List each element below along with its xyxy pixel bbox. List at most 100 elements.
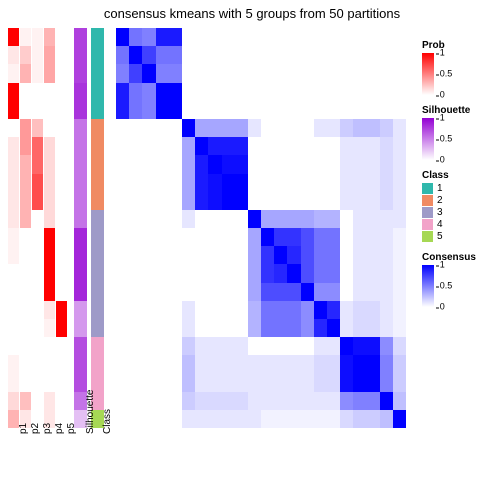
heatmap-cell: [287, 210, 300, 228]
annot-cell: [20, 137, 31, 155]
heatmap-cell: [235, 246, 248, 264]
heatmap-cell: [261, 355, 274, 373]
annot-cell: [8, 283, 19, 301]
heatmap-cell: [169, 210, 182, 228]
heatmap-cell: [248, 392, 261, 410]
heatmap-cell: [301, 264, 314, 282]
heatmap-cell: [340, 246, 353, 264]
annot-cell: [91, 210, 104, 228]
heatmap-cell: [301, 228, 314, 246]
heatmap-cell: [156, 246, 169, 264]
heatmap-cell: [287, 155, 300, 173]
heatmap-cell: [235, 210, 248, 228]
heatmap-cell: [222, 119, 235, 137]
annot-cell: [32, 155, 43, 173]
heatmap-cell: [182, 264, 195, 282]
heatmap-cell: [156, 210, 169, 228]
heatmap-cell: [367, 192, 380, 210]
heatmap-cell: [116, 228, 129, 246]
heatmap-cell: [116, 374, 129, 392]
heatmap-cell: [340, 301, 353, 319]
heatmap-cell: [195, 83, 208, 101]
heatmap-cell: [195, 246, 208, 264]
legend-tick: 0: [440, 303, 445, 312]
annot-cell: [74, 319, 87, 337]
heatmap-cell: [208, 301, 221, 319]
annot-cell: [8, 83, 19, 101]
heatmap-cell: [235, 119, 248, 137]
heatmap-cell: [248, 337, 261, 355]
heatmap-cell: [274, 319, 287, 337]
heatmap-cell: [235, 392, 248, 410]
legend-class-label: 4: [437, 219, 443, 230]
annot-cell: [74, 64, 87, 82]
heatmap-cell: [367, 228, 380, 246]
heatmap-cell: [156, 410, 169, 428]
heatmap-cell: [129, 246, 142, 264]
heatmap-cell: [340, 119, 353, 137]
heatmap-cell: [195, 337, 208, 355]
heatmap-cell: [208, 210, 221, 228]
heatmap-cell: [116, 264, 129, 282]
heatmap-cell: [222, 264, 235, 282]
annot-cell: [8, 174, 19, 192]
heatmap-cell: [156, 319, 169, 337]
heatmap-cell: [274, 192, 287, 210]
legend-class-label: 2: [437, 195, 443, 206]
heatmap-cell: [222, 192, 235, 210]
annot-cell: [56, 283, 67, 301]
annot-cell: [56, 301, 67, 319]
heatmap-cell: [169, 228, 182, 246]
annot-cell: [91, 264, 104, 282]
annot-cell: [74, 28, 87, 46]
annot-cell: [8, 374, 19, 392]
heatmap-cell: [222, 101, 235, 119]
heatmap-cell: [116, 174, 129, 192]
heatmap-row: [116, 228, 406, 246]
heatmap-cell: [340, 392, 353, 410]
annot-cell: [74, 83, 87, 101]
heatmap-cell: [156, 264, 169, 282]
heatmap-cell: [235, 174, 248, 192]
heatmap-cell: [142, 101, 155, 119]
annot-cell: [32, 83, 43, 101]
page-title: consensus kmeans with 5 groups from 50 p…: [0, 6, 504, 21]
heatmap-cell: [142, 46, 155, 64]
heatmap-cell: [182, 155, 195, 173]
heatmap-cell: [367, 246, 380, 264]
annot-cell: [20, 28, 31, 46]
heatmap-cell: [195, 283, 208, 301]
annot-cell: [20, 392, 31, 410]
heatmap-cell: [301, 192, 314, 210]
heatmap-cell: [129, 64, 142, 82]
heatmap-cell: [222, 355, 235, 373]
heatmap-cell: [182, 192, 195, 210]
annot-cell: [32, 264, 43, 282]
legend-prob: Prob 10.50: [422, 40, 500, 95]
heatmap-cell: [353, 319, 366, 337]
heatmap-cell: [274, 137, 287, 155]
annot-cell: [44, 46, 55, 64]
heatmap-row: [116, 46, 406, 64]
heatmap-cell: [314, 410, 327, 428]
heatmap-cell: [156, 155, 169, 173]
heatmap-cell: [380, 210, 393, 228]
heatmap-cell: [222, 228, 235, 246]
heatmap-cell: [327, 319, 340, 337]
heatmap-cell: [353, 210, 366, 228]
heatmap-cell: [274, 119, 287, 137]
heatmap-cell: [116, 192, 129, 210]
heatmap-cell: [156, 392, 169, 410]
heatmap-cell: [129, 355, 142, 373]
annot-cell: [8, 319, 19, 337]
legend-class-item: 2: [422, 195, 500, 206]
heatmap-cell: [142, 119, 155, 137]
heatmap-cell: [261, 337, 274, 355]
heatmap-cell: [248, 210, 261, 228]
legend-tick: 1: [440, 261, 445, 270]
legend-class-item: 5: [422, 231, 500, 242]
heatmap-cell: [235, 192, 248, 210]
annot-cell: [91, 319, 104, 337]
col-label: p5: [66, 423, 77, 434]
heatmap-cell: [156, 301, 169, 319]
